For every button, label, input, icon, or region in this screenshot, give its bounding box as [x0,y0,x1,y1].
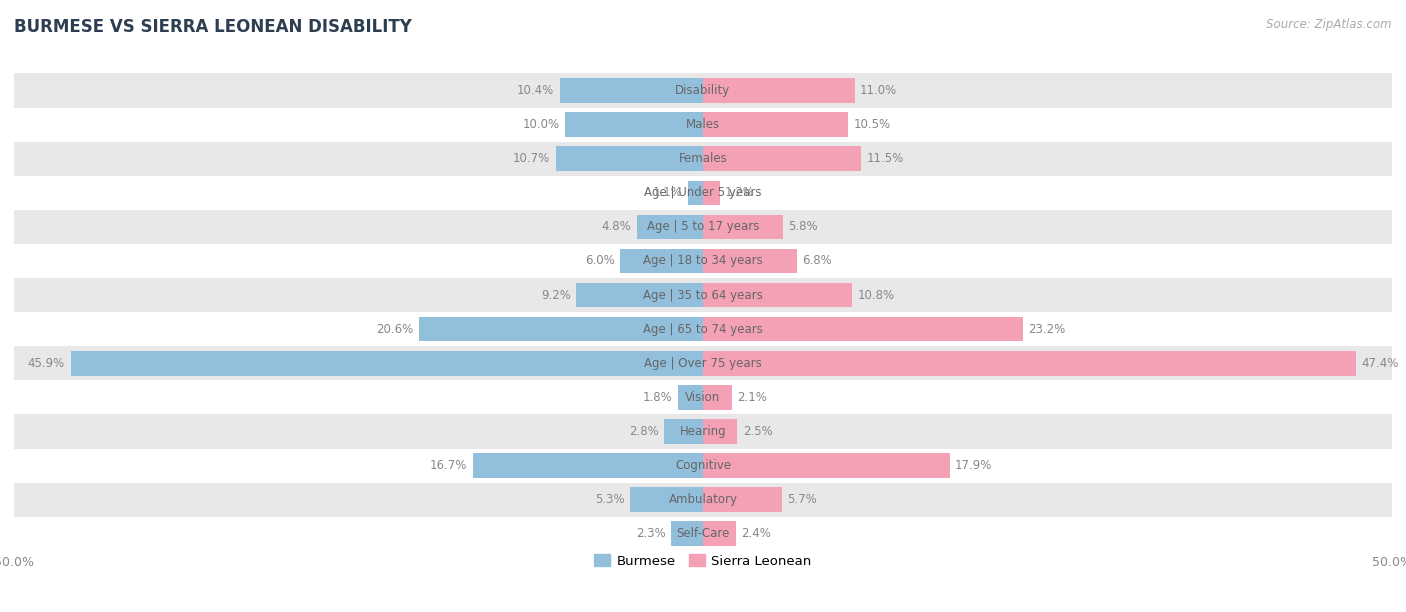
Text: BURMESE VS SIERRA LEONEAN DISABILITY: BURMESE VS SIERRA LEONEAN DISABILITY [14,18,412,36]
Text: 10.0%: 10.0% [523,118,560,131]
Bar [703,215,783,239]
Text: 45.9%: 45.9% [28,357,65,370]
Text: 11.0%: 11.0% [860,84,897,97]
Text: 16.7%: 16.7% [430,459,467,472]
Text: Self-Care: Self-Care [676,528,730,540]
Bar [703,283,852,307]
Bar [703,453,949,478]
Bar [419,317,703,341]
Text: Vision: Vision [685,391,721,404]
Bar [14,517,1392,551]
Bar [703,317,1022,341]
Text: Hearing: Hearing [679,425,727,438]
Text: 5.7%: 5.7% [787,493,817,506]
Text: 10.5%: 10.5% [853,118,890,131]
Text: Age | 35 to 64 years: Age | 35 to 64 years [643,289,763,302]
Bar [637,215,703,239]
Text: 11.5%: 11.5% [868,152,904,165]
Bar [703,351,1357,376]
Text: 6.8%: 6.8% [803,255,832,267]
Text: 10.8%: 10.8% [858,289,894,302]
Bar [576,283,703,307]
Text: 2.4%: 2.4% [741,528,772,540]
Text: 10.4%: 10.4% [517,84,554,97]
Text: 17.9%: 17.9% [955,459,993,472]
Text: 5.3%: 5.3% [595,493,624,506]
Text: Age | Under 5 years: Age | Under 5 years [644,186,762,200]
Bar [472,453,703,478]
Text: 4.8%: 4.8% [602,220,631,233]
Bar [14,346,1392,380]
Text: Males: Males [686,118,720,131]
Bar [620,248,703,273]
Text: 23.2%: 23.2% [1028,323,1066,335]
Text: 2.1%: 2.1% [738,391,768,404]
Text: 47.4%: 47.4% [1361,357,1399,370]
Bar [14,278,1392,312]
Text: Cognitive: Cognitive [675,459,731,472]
Bar [688,181,703,205]
Text: Females: Females [679,152,727,165]
Bar [14,176,1392,210]
Text: 1.2%: 1.2% [725,186,755,200]
Bar [703,113,848,137]
Bar [703,419,738,444]
Bar [14,244,1392,278]
Text: 10.7%: 10.7% [513,152,550,165]
Bar [70,351,703,376]
Bar [630,487,703,512]
Bar [703,146,862,171]
Bar [555,146,703,171]
Bar [14,380,1392,414]
Bar [14,210,1392,244]
Bar [14,483,1392,517]
Bar [703,78,855,103]
Bar [703,248,797,273]
Bar [703,181,720,205]
Bar [671,521,703,546]
Bar [560,78,703,103]
Text: Age | 65 to 74 years: Age | 65 to 74 years [643,323,763,335]
Legend: Burmese, Sierra Leonean: Burmese, Sierra Leonean [589,549,817,573]
Bar [703,521,737,546]
Bar [14,414,1392,449]
Bar [678,385,703,409]
Text: 1.8%: 1.8% [643,391,672,404]
Bar [14,312,1392,346]
Text: Age | Over 75 years: Age | Over 75 years [644,357,762,370]
Text: 2.3%: 2.3% [636,528,666,540]
Text: Source: ZipAtlas.com: Source: ZipAtlas.com [1267,18,1392,31]
Bar [565,113,703,137]
Text: Age | 18 to 34 years: Age | 18 to 34 years [643,255,763,267]
Bar [665,419,703,444]
Text: 9.2%: 9.2% [541,289,571,302]
Text: Age | 5 to 17 years: Age | 5 to 17 years [647,220,759,233]
Text: 1.1%: 1.1% [652,186,682,200]
Text: Disability: Disability [675,84,731,97]
Bar [14,108,1392,141]
Bar [703,385,733,409]
Text: 2.8%: 2.8% [628,425,659,438]
Bar [703,487,782,512]
Text: Ambulatory: Ambulatory [668,493,738,506]
Text: 2.5%: 2.5% [742,425,773,438]
Bar [14,73,1392,108]
Text: 6.0%: 6.0% [585,255,614,267]
Bar [14,141,1392,176]
Bar [14,449,1392,483]
Text: 5.8%: 5.8% [789,220,818,233]
Text: 20.6%: 20.6% [377,323,413,335]
